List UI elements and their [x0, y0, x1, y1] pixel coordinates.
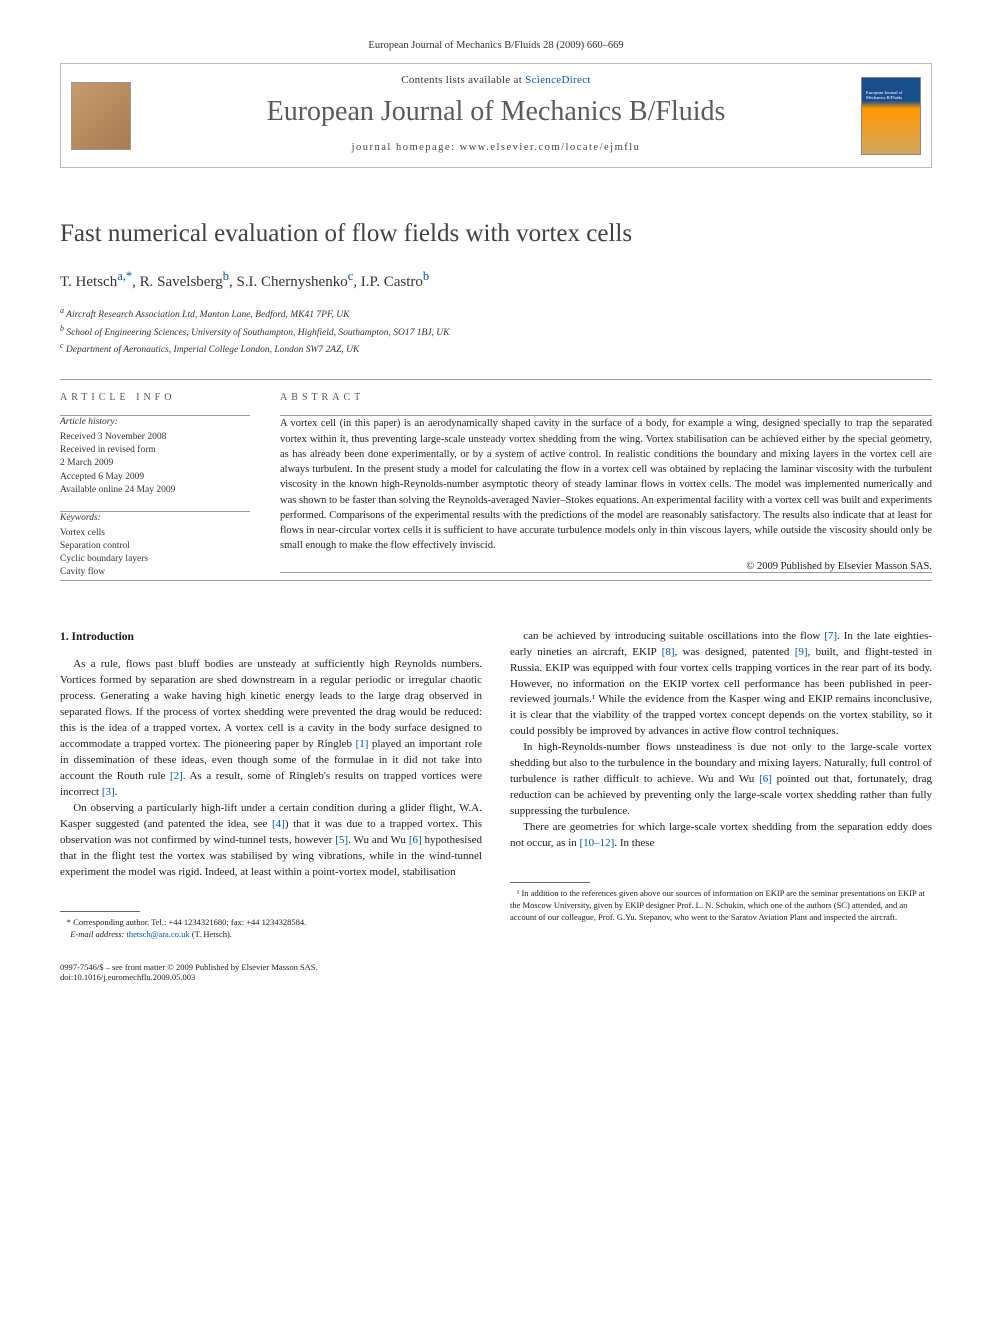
citation-link[interactable]: [1] — [356, 738, 369, 750]
article-info-heading: ARTICLE INFO — [60, 392, 250, 403]
elsevier-logo — [71, 82, 131, 150]
author-affil-link[interactable]: b — [423, 269, 429, 283]
journal-header: Contents lists available at ScienceDirec… — [60, 63, 932, 168]
abstract-heading: ABSTRACT — [280, 392, 932, 403]
body-paragraph: On observing a particularly high-lift un… — [60, 801, 482, 881]
history-label: Article history: — [60, 416, 250, 429]
body-paragraph: As a rule, flows past bluff bodies are u… — [60, 657, 482, 800]
history-line: 2 March 2009 — [60, 457, 250, 470]
email-link[interactable]: thetsch@ara.co.uk — [127, 929, 190, 939]
affiliation-line: b School of Engineering Sciences, Univer… — [60, 323, 932, 340]
abstract-text: A vortex cell (in this paper) is an aero… — [280, 416, 932, 553]
keyword: Cyclic boundary layers — [60, 553, 250, 566]
paper-title: Fast numerical evaluation of flow fields… — [60, 218, 932, 249]
citation-link[interactable]: [8] — [662, 646, 675, 658]
footnote-separator-left — [60, 911, 140, 912]
history-line: Accepted 6 May 2009 — [60, 471, 250, 484]
citation-link[interactable]: [6] — [759, 773, 772, 785]
doi-line: doi:10.1016/j.euromechflu.2009.05.003 — [60, 972, 932, 982]
author-affil-link[interactable]: b — [223, 269, 229, 283]
author: S.I. Chernyshenkoc — [236, 274, 353, 290]
keywords-label: Keywords: — [60, 512, 250, 525]
abstract-column: ABSTRACT A vortex cell (in this paper) i… — [280, 392, 932, 579]
section-heading-intro: 1. Introduction — [60, 629, 482, 646]
article-history: Article history: Received 3 November 200… — [60, 416, 250, 497]
keywords-block: Keywords: Vortex cellsSeparation control… — [60, 512, 250, 579]
citation-link[interactable]: [3] — [102, 786, 115, 798]
contents-available-line: Contents lists available at ScienceDirec… — [141, 74, 851, 86]
keyword: Vortex cells — [60, 527, 250, 540]
journal-homepage: journal homepage: www.elsevier.com/locat… — [141, 142, 851, 153]
history-line: Available online 24 May 2009 — [60, 484, 250, 497]
footnote-separator-right — [510, 882, 590, 883]
abstract-bottom-divider — [280, 572, 932, 573]
divider-mid — [60, 580, 932, 581]
journal-title: European Journal of Mechanics B/Fluids — [141, 96, 851, 128]
affiliation-line: a Aircraft Research Association Ltd, Man… — [60, 305, 932, 322]
author-affil-link[interactable]: c — [348, 269, 354, 283]
citation-link[interactable]: [7] — [824, 630, 837, 642]
column-right: can be achieved by introducing suitable … — [510, 629, 932, 940]
keyword: Cavity flow — [60, 566, 250, 579]
keyword: Separation control — [60, 540, 250, 553]
citation-link[interactable]: [10–12] — [580, 837, 615, 849]
body-paragraph: can be achieved by introducing suitable … — [510, 629, 932, 741]
citation-link[interactable]: [2] — [170, 770, 183, 782]
journal-cover-thumbnail: European Journal of Mechanics B/Fluids — [861, 77, 921, 155]
journal-cover-cell: European Journal of Mechanics B/Fluids — [851, 64, 931, 167]
divider-top — [60, 379, 932, 380]
article-info-column: ARTICLE INFO Article history: Received 3… — [60, 392, 250, 579]
article-info-abstract-row: ARTICLE INFO Article history: Received 3… — [60, 392, 932, 579]
abstract-copyright: © 2009 Published by Elsevier Masson SAS. — [280, 561, 932, 572]
publisher-logo-cell — [61, 64, 141, 167]
affiliations: a Aircraft Research Association Ltd, Man… — [60, 305, 932, 357]
body-paragraph: There are geometries for which large-sca… — [510, 820, 932, 852]
ekip-footnote: ¹ In addition to the references given ab… — [510, 887, 932, 924]
author: I.P. Castrob — [361, 274, 429, 290]
citation-line: European Journal of Mechanics B/Fluids 2… — [60, 40, 932, 51]
citation-link[interactable]: [6] — [409, 834, 422, 846]
bottom-metadata: 0997-7546/$ – see front matter © 2009 Pu… — [60, 962, 932, 982]
corresponding-author-footnote: * Corresponding author. Tel.: +44 123432… — [60, 916, 482, 941]
citation-link[interactable]: [9] — [795, 646, 808, 658]
author-affil-link[interactable]: a,* — [117, 269, 132, 283]
body-paragraph: In high-Reynolds-number flows unsteadine… — [510, 740, 932, 820]
affiliation-line: c Department of Aeronautics, Imperial Co… — [60, 340, 932, 357]
header-center: Contents lists available at ScienceDirec… — [141, 64, 851, 167]
author: R. Savelsbergb — [140, 274, 229, 290]
front-matter-line: 0997-7546/$ – see front matter © 2009 Pu… — [60, 962, 932, 972]
author: T. Hetscha,* — [60, 274, 132, 290]
body-text: 1. Introduction As a rule, flows past bl… — [60, 629, 932, 940]
authors-line: T. Hetscha,*, R. Savelsbergb, S.I. Chern… — [60, 269, 932, 291]
citation-link[interactable]: [5] — [335, 834, 348, 846]
sciencedirect-link[interactable]: ScienceDirect — [525, 74, 591, 86]
citation-link[interactable]: [4] — [272, 818, 285, 830]
history-line: Received in revised form — [60, 444, 250, 457]
history-line: Received 3 November 2008 — [60, 431, 250, 444]
column-left: 1. Introduction As a rule, flows past bl… — [60, 629, 482, 940]
